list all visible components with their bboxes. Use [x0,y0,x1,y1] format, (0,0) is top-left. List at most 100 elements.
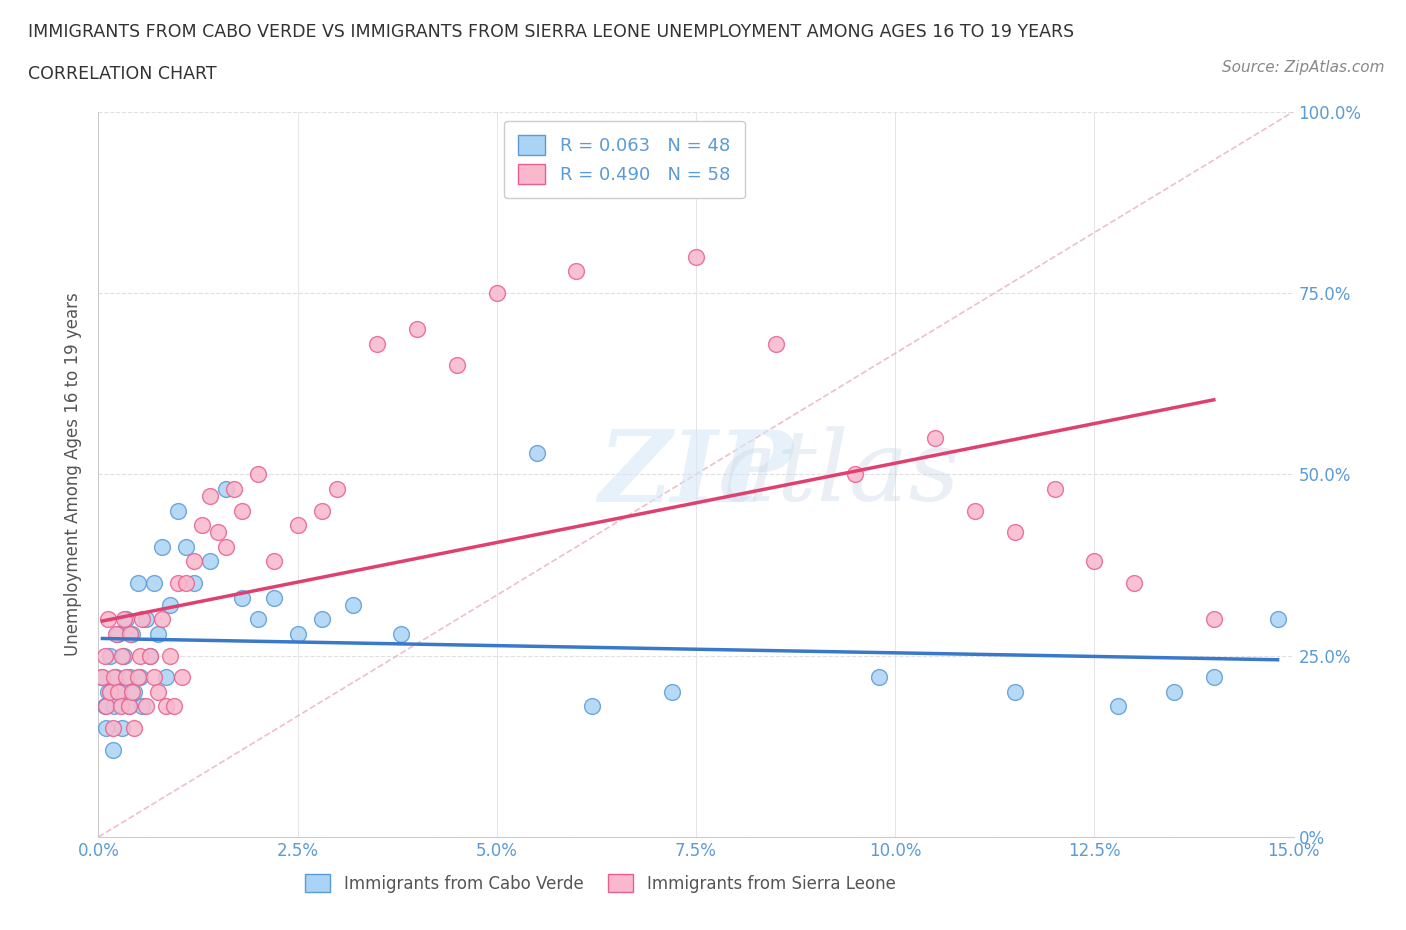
Point [91,670,114,684]
Point [1163,684,1185,699]
Point [389,627,412,642]
Point [685,249,707,264]
Point [1083,554,1105,569]
Point [1123,576,1146,591]
Point [91,670,114,684]
Point [924,431,946,445]
Point [120,670,142,684]
Point [150,539,173,554]
Point [148,684,170,699]
Point [94,648,117,663]
Text: atlas: atlas [718,427,960,522]
Point [215,539,238,554]
Point [565,264,588,279]
Point [101,742,124,757]
Point [311,612,333,627]
Text: IMMIGRANTS FROM CABO VERDE VS IMMIGRANTS FROM SIERRA LEONE UNEMPLOYMENT AMONG AG: IMMIGRANTS FROM CABO VERDE VS IMMIGRANTS… [28,23,1074,41]
Point [128,648,150,663]
Point [311,503,333,518]
Point [183,576,205,591]
Point [124,684,146,699]
Point [97,612,120,627]
Point [1107,699,1129,714]
Point [263,554,285,569]
Point [446,358,468,373]
Point [97,684,120,699]
Point [135,699,157,714]
Point [120,627,142,642]
Point [366,337,388,352]
Point [143,576,166,591]
Point [1267,612,1289,627]
Point [207,525,229,539]
Point [115,670,138,684]
Point [110,699,132,714]
Text: ZIP: ZIP [599,426,793,523]
Point [111,721,134,736]
Point [128,670,150,684]
Point [581,699,603,714]
Point [1004,684,1026,699]
Point [172,670,194,684]
Point [111,648,134,663]
Point [110,684,132,699]
Point [167,576,190,591]
Point [963,503,986,518]
Text: Source: ZipAtlas.com: Source: ZipAtlas.com [1222,60,1385,75]
Point [124,721,146,736]
Point [103,699,125,714]
Point [94,699,117,714]
Point [131,699,153,714]
Point [406,322,429,337]
Point [115,612,138,627]
Point [326,482,349,497]
Point [198,488,221,503]
Point [155,699,177,714]
Point [1043,482,1066,497]
Point [159,597,181,612]
Point [143,670,166,684]
Point [231,503,253,518]
Legend: Immigrants from Cabo Verde, Immigrants from Sierra Leone: Immigrants from Cabo Verde, Immigrants f… [297,866,904,901]
Point [844,467,866,482]
Point [163,699,186,714]
Point [98,648,122,663]
Text: CORRELATION CHART: CORRELATION CHART [28,65,217,83]
Point [155,670,177,684]
Point [868,670,890,684]
Point [103,670,125,684]
Point [118,699,141,714]
Point [191,518,214,533]
Point [118,699,141,714]
Point [107,684,129,699]
Point [121,627,143,642]
Point [485,286,508,300]
Point [526,445,548,460]
Y-axis label: Unemployment Among Ages 16 to 19 years: Unemployment Among Ages 16 to 19 years [65,292,83,657]
Point [1202,670,1225,684]
Point [263,591,285,605]
Point [174,576,197,591]
Point [661,684,683,699]
Point [287,627,309,642]
Point [104,627,127,642]
Point [246,467,269,482]
Point [1202,612,1225,627]
Point [96,721,118,736]
Point [101,721,124,736]
Point [231,591,253,605]
Point [98,684,122,699]
Point [1004,525,1026,539]
Point [198,554,221,569]
Point [139,648,162,663]
Point [96,699,118,714]
Point [104,670,127,684]
Point [135,612,157,627]
Point [167,503,190,518]
Point [112,612,135,627]
Point [765,337,787,352]
Point [150,612,173,627]
Point [112,648,135,663]
Point [246,612,269,627]
Point [139,648,162,663]
